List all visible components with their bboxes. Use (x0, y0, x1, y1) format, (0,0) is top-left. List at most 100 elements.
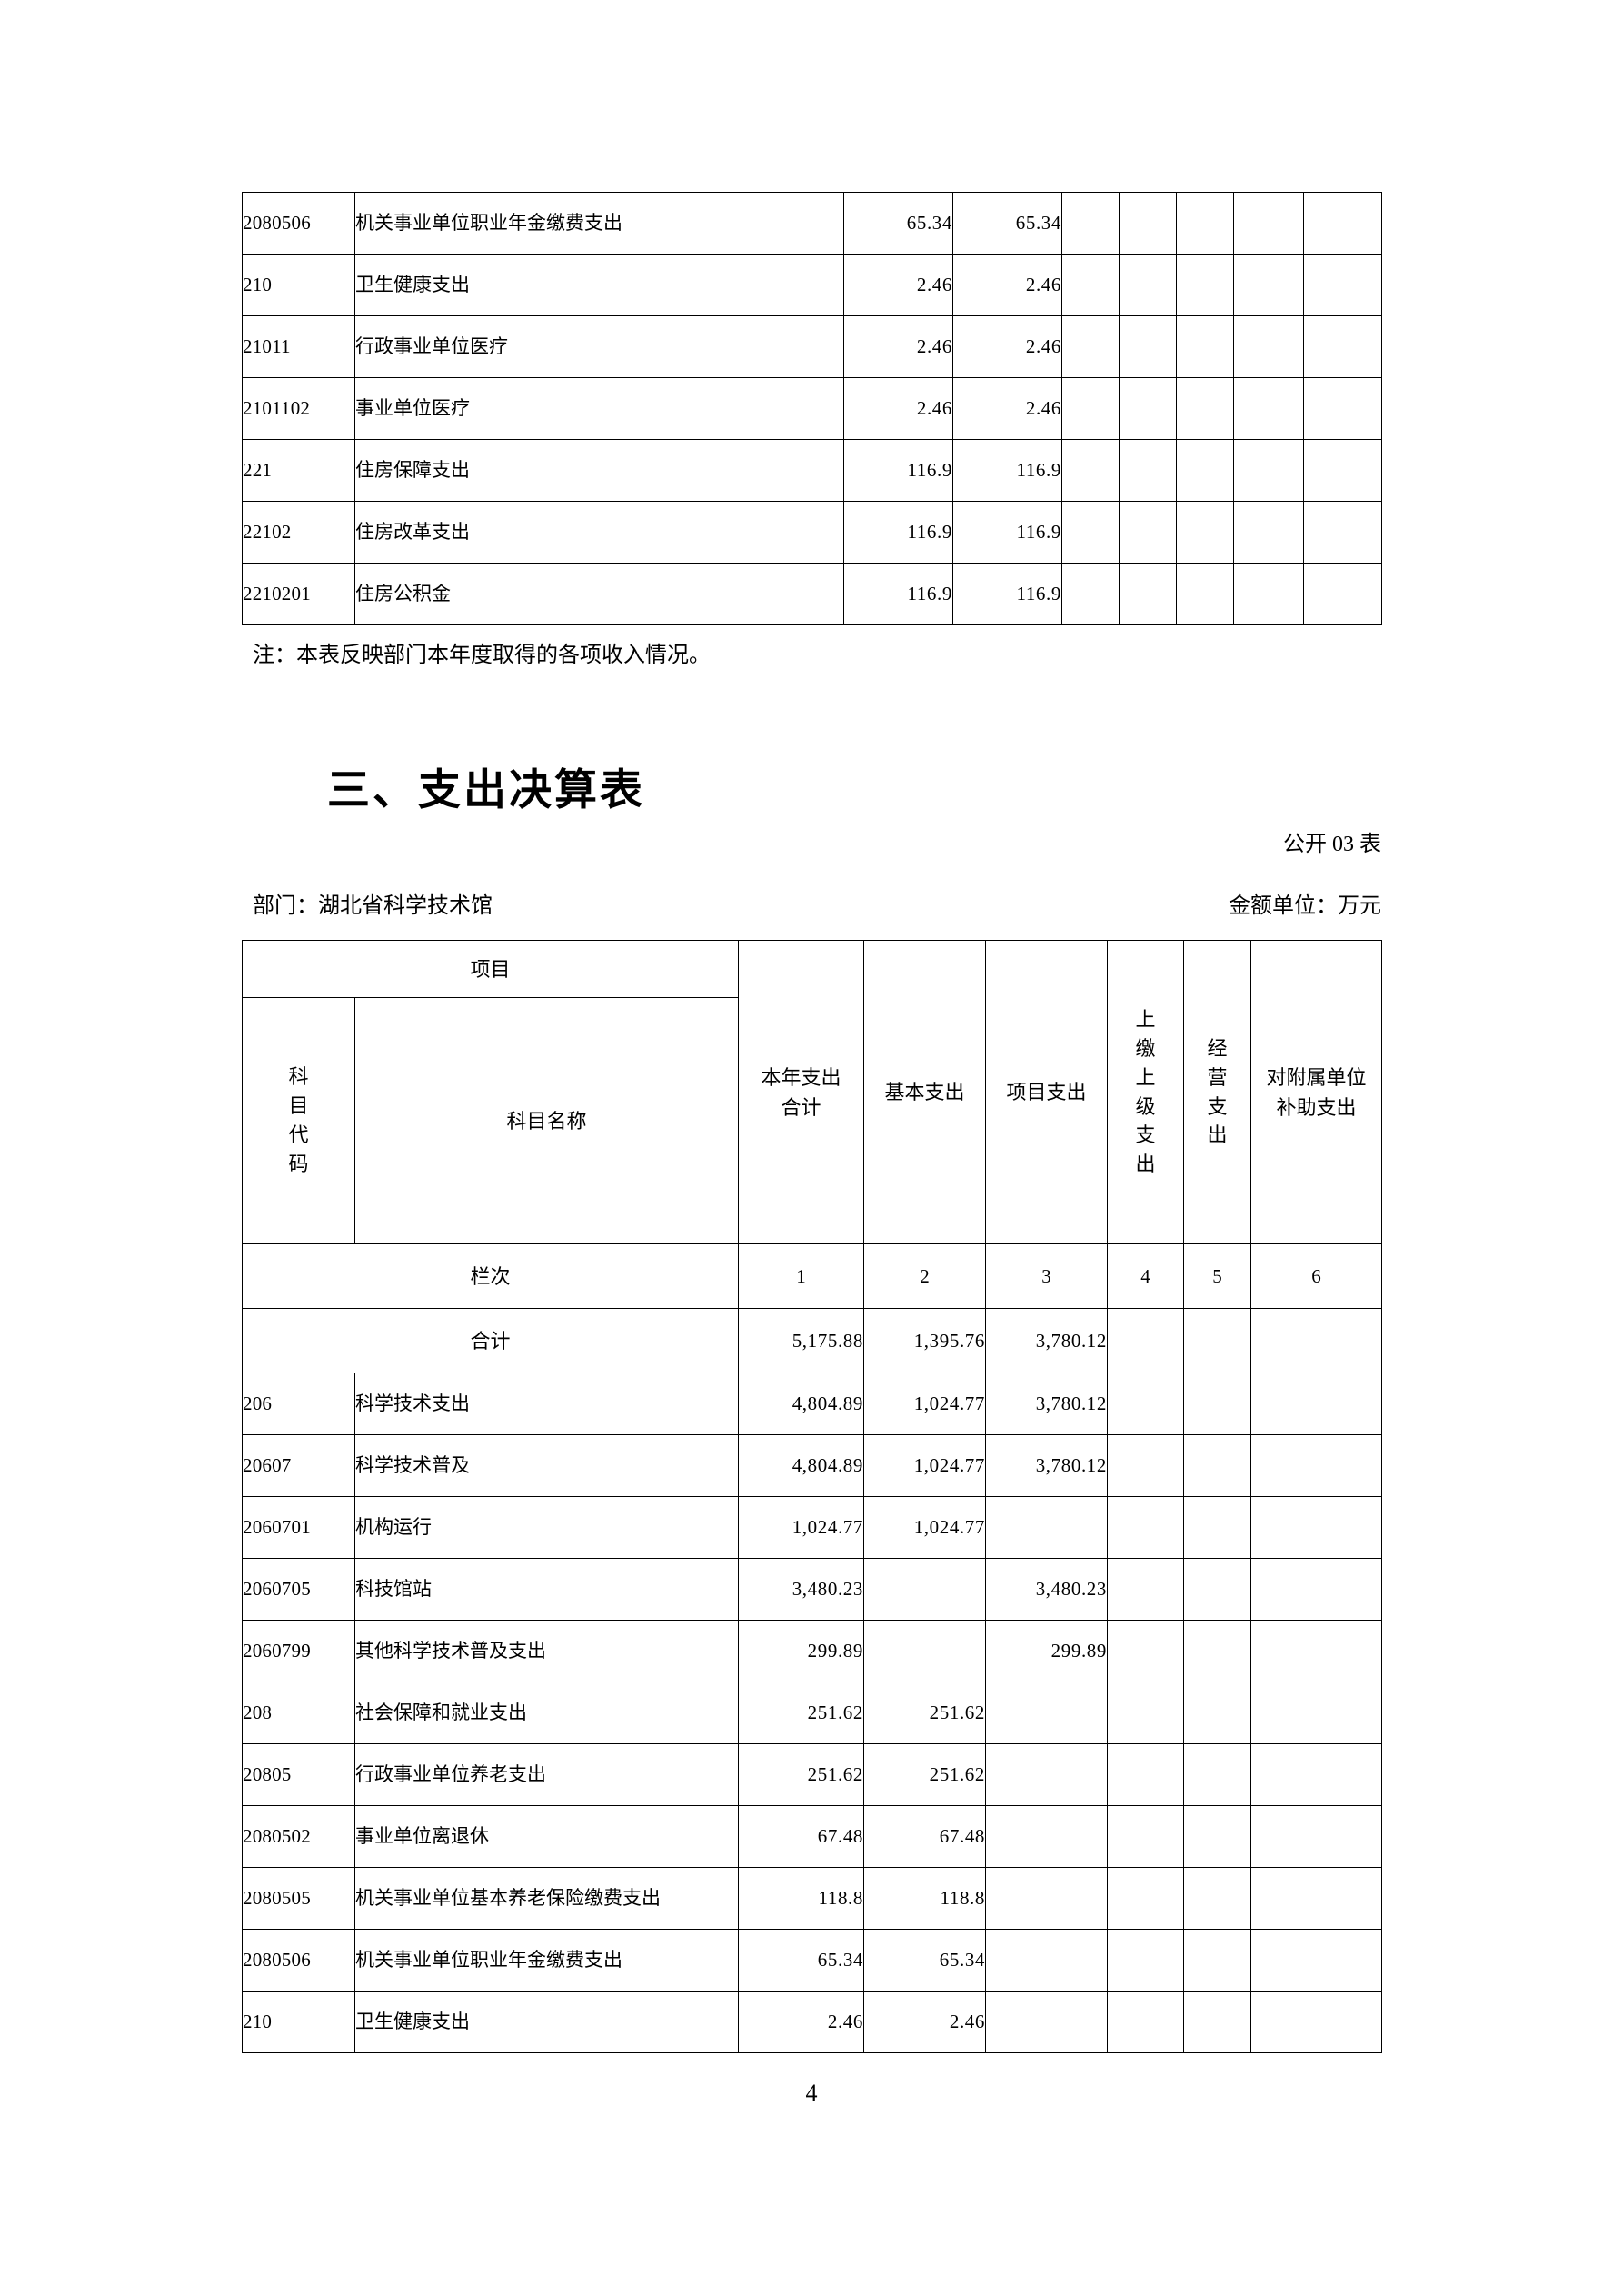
subject-code: 20607 (242, 1434, 355, 1497)
cell-c2: 116.9 (952, 439, 1062, 502)
header-col6-line1: 对附属单位 (1266, 1065, 1367, 1089)
cell-c5 (1183, 1743, 1252, 1806)
subject-name: 行政事业单位养老支出 (353, 1743, 740, 1806)
total-c2: 1,395.76 (863, 1308, 987, 1373)
cell-c1: 65.34 (843, 192, 953, 255)
table-row: 2060705 科技馆站 3,480.23 3,480.23 (242, 1558, 1383, 1621)
rank-value-2: 2 (863, 1243, 987, 1309)
cell-c2: 251.62 (863, 1743, 987, 1806)
subject-code: 2080505 (242, 1867, 355, 1930)
table2-body: 项目 本年支出 合计 基本支出 项目支出 上缴上级支出 经营支出 对附属单位 补… (241, 940, 1383, 2053)
cell-c6 (1250, 1434, 1383, 1497)
cell-c5 (1183, 1805, 1252, 1868)
cell-c5 (1183, 1620, 1252, 1682)
cell-c2: 67.48 (863, 1805, 987, 1868)
cell-c6 (1250, 1620, 1383, 1682)
header-col-basic-expenditure: 基本支出 (863, 940, 987, 1244)
cell-c2 (863, 1620, 987, 1682)
header-col1-line2: 合计 (781, 1095, 821, 1119)
cell-c2: 118.8 (863, 1867, 987, 1930)
rank-value-1: 1 (738, 1243, 865, 1309)
table2-header-row-group: 项目 本年支出 合计 基本支出 项目支出 上缴上级支出 经营支出 对附属单位 补… (241, 940, 1383, 1244)
table-row: 2080505 机关事业单位基本养老保险缴费支出 118.8 118.8 (242, 1867, 1383, 1930)
table-row: 2060701 机构运行 1,024.77 1,024.77 (242, 1496, 1383, 1559)
cell-c2 (863, 1558, 987, 1621)
header-subject-code-text: 科目代码 (288, 1065, 309, 1175)
cell-c1: 2.46 (738, 1991, 865, 2053)
cell-c6 (1250, 1743, 1383, 1806)
table-row: 206 科学技术支出 4,804.89 1,024.77 3,780.12 (242, 1373, 1383, 1435)
cell-c4 (1107, 1620, 1185, 1682)
cell-c6 (1250, 1991, 1383, 2053)
total-c1: 5,175.88 (738, 1308, 865, 1373)
cell-c1: 4,804.89 (738, 1373, 865, 1435)
subject-code: 208 (242, 1682, 355, 1744)
cell-c3 (985, 1991, 1109, 2053)
cell-c6 (1250, 1929, 1383, 1992)
table2-rank-row: 栏次 1 2 3 4 5 6 (241, 1243, 1383, 1309)
rank-value-5: 5 (1183, 1243, 1252, 1309)
subject-name: 住房保障支出 (354, 439, 844, 502)
header-col-subsidy-to-subordinate: 对附属单位 补助支出 (1250, 940, 1383, 1244)
subject-code: 2060705 (242, 1558, 355, 1621)
amount-unit-label: 金额单位：万元 (1229, 894, 1381, 918)
table-row: 210 卫生健康支出 2.46 2.46 (242, 1991, 1383, 2053)
total-c4 (1107, 1308, 1185, 1373)
header-col5-vertical-text: 经营支出 (1207, 1036, 1228, 1147)
cell-c2: 1,024.77 (863, 1373, 987, 1435)
subject-name: 卫生健康支出 (354, 254, 844, 316)
subject-code: 2210201 (242, 563, 355, 625)
cell-c5 (1183, 1496, 1252, 1559)
table1-body: 2080506 机关事业单位职业年金缴费支出 65.34 65.34 210 卫生健康支出… (242, 192, 1382, 625)
cell-c1: 2.46 (843, 315, 953, 378)
cell-c1: 4,804.89 (738, 1434, 865, 1497)
cell-c4 (1107, 1496, 1185, 1559)
cell-c6 (1233, 254, 1304, 316)
cell-c3 (985, 1805, 1109, 1868)
expenditure-decision-table: 项目 本年支出 合计 基本支出 项目支出 上缴上级支出 经营支出 对附属单位 补… (241, 940, 1383, 2053)
cell-c7 (1303, 439, 1382, 502)
header-col4-vertical-text: 上缴上级支出 (1135, 1007, 1156, 1176)
rank-label: 栏次 (241, 1243, 740, 1309)
table-row: 210 卫生健康支出 2.46 2.46 (242, 254, 1382, 316)
total-label: 合计 (241, 1308, 740, 1373)
cell-c2: 1,024.77 (863, 1434, 987, 1497)
subject-code: 210 (242, 1991, 355, 2053)
cell-c5 (1183, 1867, 1252, 1930)
cell-c2: 2.46 (952, 377, 1062, 440)
header-subject-name: 科目名称 (353, 997, 740, 1244)
subject-code: 206 (242, 1373, 355, 1435)
subject-name: 其他科学技术普及支出 (353, 1620, 740, 1682)
cell-c3 (985, 1682, 1109, 1744)
subject-code: 2101102 (242, 377, 355, 440)
subject-name: 科学技术支出 (353, 1373, 740, 1435)
cell-c7 (1303, 254, 1382, 316)
cell-c7 (1303, 563, 1382, 625)
subject-code: 2080502 (242, 1805, 355, 1868)
subject-name: 行政事业单位医疗 (354, 315, 844, 378)
subject-code: 21011 (242, 315, 355, 378)
page-title: 三、支出决算表 (327, 765, 645, 814)
cell-c5 (1176, 563, 1234, 625)
cell-c2: 65.34 (863, 1929, 987, 1992)
cell-c4 (1107, 1991, 1185, 2053)
cell-c5 (1183, 1373, 1252, 1435)
cell-c1: 251.62 (738, 1743, 865, 1806)
table-row: 22102 住房改革支出 116.9 116.9 (242, 501, 1382, 564)
cell-c6 (1250, 1682, 1383, 1744)
header-item-group: 项目 (241, 940, 740, 998)
subject-code: 221 (242, 439, 355, 502)
cell-c2: 65.34 (952, 192, 1062, 255)
table-row: 2060799 其他科学技术普及支出 299.89 299.89 (242, 1620, 1383, 1682)
cell-c6 (1250, 1805, 1383, 1868)
cell-c1: 3,480.23 (738, 1558, 865, 1621)
subject-code: 210 (242, 254, 355, 316)
subject-name: 科学技术普及 (353, 1434, 740, 1497)
cell-c2: 116.9 (952, 501, 1062, 564)
subject-name: 机关事业单位基本养老保险缴费支出 (353, 1867, 740, 1930)
cell-c4 (1107, 1373, 1185, 1435)
cell-c6 (1250, 1496, 1383, 1559)
cell-c3 (1061, 254, 1120, 316)
table-row: 20607 科学技术普及 4,804.89 1,024.77 3,780.12 (242, 1434, 1383, 1497)
